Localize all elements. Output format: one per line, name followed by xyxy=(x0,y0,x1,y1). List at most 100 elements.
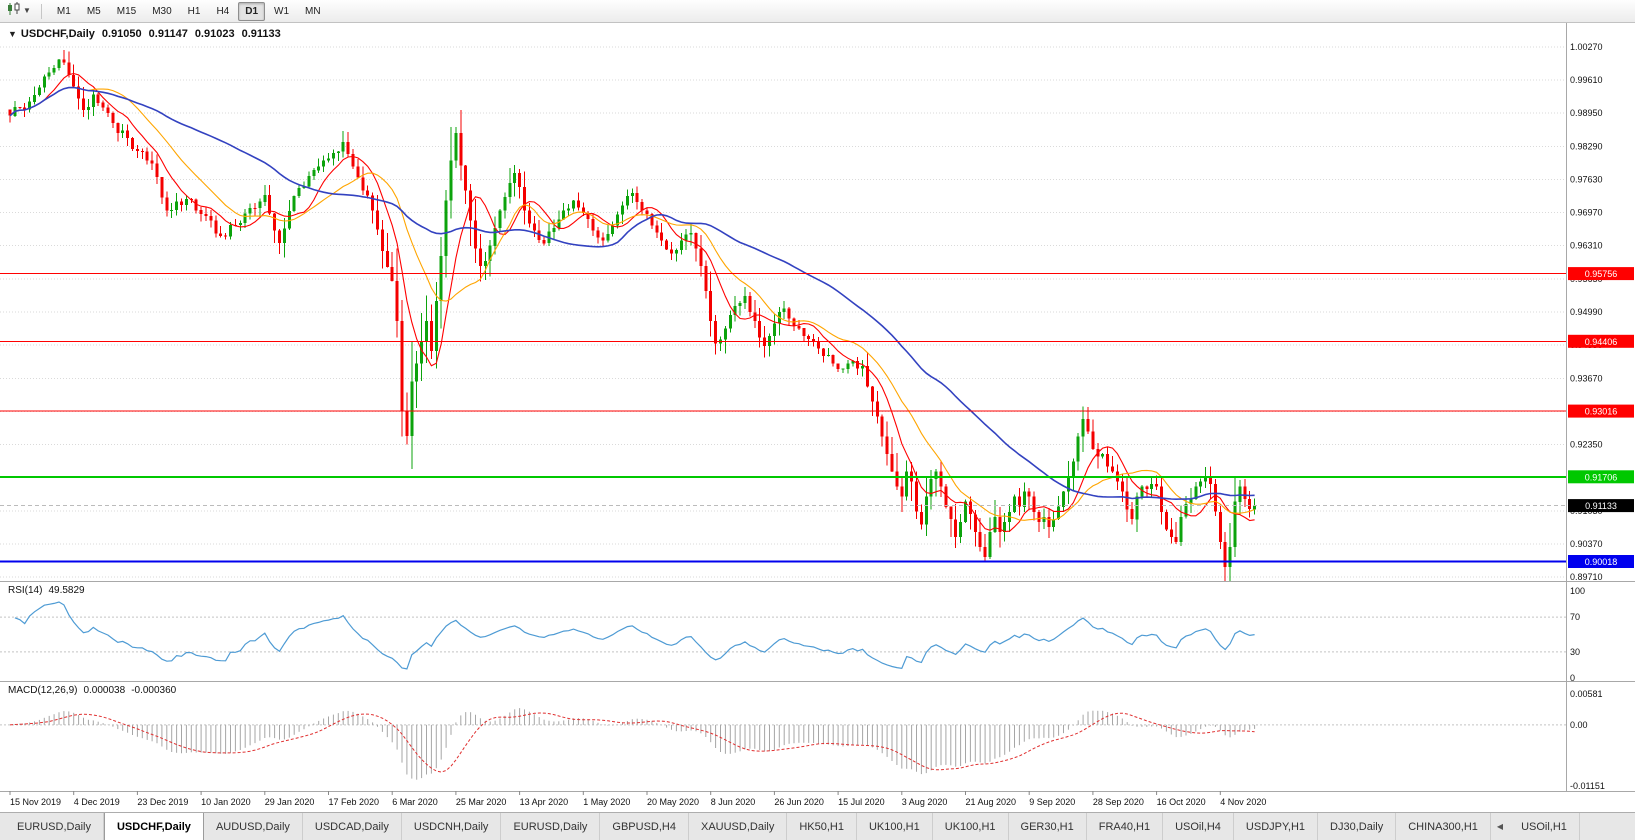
macd-signal-value: -0.000360 xyxy=(131,685,177,696)
timeframe-button-M5[interactable]: M5 xyxy=(86,5,101,17)
chart-tab-USOil-H1[interactable]: USOil,H1 xyxy=(1509,813,1580,840)
svg-text:16 Oct 2020: 16 Oct 2020 xyxy=(1157,797,1206,807)
svg-text:0.93016: 0.93016 xyxy=(1585,407,1618,417)
ohlc-close: 0.91133 xyxy=(241,28,281,40)
chart-tab-EURUSD-Daily[interactable]: EURUSD,Daily xyxy=(5,813,104,840)
svg-text:-0.01151: -0.01151 xyxy=(1570,781,1605,791)
chart-tab-USDJPY-H1[interactable]: USDJPY,H1 xyxy=(1233,813,1319,840)
date-axis: 15 Nov 2019 4 Dec 2019 23 Dec 2019 10 Jan 2… xyxy=(9,791,1266,807)
svg-text:1.00270: 1.00270 xyxy=(1570,42,1603,52)
timeframe-button-M1[interactable]: M1 xyxy=(56,5,71,17)
chevron-down-icon: ▼ xyxy=(23,6,31,15)
svg-text:15 Jul 2020: 15 Jul 2020 xyxy=(838,797,885,807)
svg-text:100: 100 xyxy=(1570,586,1585,596)
svg-text:0.94406: 0.94406 xyxy=(1585,337,1618,347)
svg-text:0.97630: 0.97630 xyxy=(1570,175,1603,185)
timeframe-buttons: M1 M5 M15 M30 H1 H4 D1 W1 MN xyxy=(49,1,329,21)
symbol-menu-icon[interactable]: ▼ xyxy=(8,29,17,39)
svg-text:0: 0 xyxy=(1570,673,1575,683)
moving-average-lines xyxy=(9,73,1255,533)
svg-text:10 Jan 2020: 10 Jan 2020 xyxy=(201,797,251,807)
timeframe-button-D1[interactable]: D1 xyxy=(238,1,266,21)
svg-text:0.91706: 0.91706 xyxy=(1585,472,1618,482)
timeframe-toolbar: ▼ M1 M5 M15 M30 H1 H4 D1 W1 MN xyxy=(0,0,1635,23)
chart-tab-DJ30-Daily[interactable]: DJ30,Daily xyxy=(1318,813,1397,840)
macd-indicator-label: MACD(12,26,9) 0.000038 -0.000360 xyxy=(8,685,176,696)
candlestick-chart-icon xyxy=(6,1,21,21)
tab-scroll-left-button[interactable]: ◀ xyxy=(1496,822,1504,831)
price-chart[interactable]: 1.00270 0.99610 0.98950 0.98290 0.97630 0.969… xyxy=(0,23,1635,812)
timeframe-button-MN[interactable]: MN xyxy=(305,5,321,17)
svg-text:25 Mar 2020: 25 Mar 2020 xyxy=(456,797,507,807)
svg-text:0.89710: 0.89710 xyxy=(1570,572,1603,582)
ohlc-low: 0.91023 xyxy=(194,28,235,40)
chart-tab-AUDUSD-Daily[interactable]: AUDUSD,Daily xyxy=(203,813,303,840)
svg-text:0.90370: 0.90370 xyxy=(1570,539,1603,549)
svg-text:17 Feb 2020: 17 Feb 2020 xyxy=(329,797,380,807)
svg-text:13 Apr 2020: 13 Apr 2020 xyxy=(520,797,569,807)
chart-tab-FRA40-H1[interactable]: FRA40,H1 xyxy=(1086,813,1164,840)
ohlc-high: 0.91147 xyxy=(148,28,188,40)
support-resistance-lines[interactable] xyxy=(0,273,1566,563)
svg-text:0.96310: 0.96310 xyxy=(1570,241,1603,251)
svg-text:8 Jun 2020: 8 Jun 2020 xyxy=(711,797,756,807)
svg-text:3 Aug 2020: 3 Aug 2020 xyxy=(902,797,948,807)
chart-tab-UK100-H1[interactable]: UK100,H1 xyxy=(932,813,1009,840)
macd-name: MACD(12,26,9) xyxy=(8,685,78,696)
svg-text:6 Mar 2020: 6 Mar 2020 xyxy=(392,797,438,807)
svg-text:0.00: 0.00 xyxy=(1570,720,1588,730)
svg-text:0.98950: 0.98950 xyxy=(1570,108,1603,118)
rsi-value: 49.5829 xyxy=(48,585,85,596)
chart-tab-USDCNH-Daily[interactable]: USDCNH,Daily xyxy=(401,813,502,840)
timeframe-button-W1[interactable]: W1 xyxy=(274,5,290,17)
chart-tab-USDCAD-Daily[interactable]: USDCAD,Daily xyxy=(302,813,402,840)
chart-title: ▼ USDCHF,Daily 0.91050 0.91147 0.91023 0.9113… xyxy=(8,28,281,40)
svg-text:0.92350: 0.92350 xyxy=(1570,440,1603,450)
svg-text:0.99610: 0.99610 xyxy=(1570,75,1603,85)
chart-tab-CHINA300-H1[interactable]: CHINA300,H1 xyxy=(1396,813,1491,840)
rsi-indicator-label: RSI(14) 49.5829 xyxy=(8,585,85,596)
svg-text:0.94990: 0.94990 xyxy=(1570,307,1603,317)
svg-text:0.90018: 0.90018 xyxy=(1585,557,1618,567)
chart-tab-XAUUSD-Daily[interactable]: XAUUSD,Daily xyxy=(688,813,788,840)
svg-text:23 Dec 2019: 23 Dec 2019 xyxy=(137,797,188,807)
chart-tab-USDCHF-Daily[interactable]: USDCHF,Daily xyxy=(103,813,204,840)
timeframe-button-H4[interactable]: H4 xyxy=(216,5,230,17)
chart-tab-EURUSD-Daily[interactable]: EURUSD,Daily xyxy=(501,813,601,840)
svg-text:0.93670: 0.93670 xyxy=(1570,373,1603,383)
svg-text:0.98290: 0.98290 xyxy=(1570,141,1603,151)
svg-text:9 Sep 2020: 9 Sep 2020 xyxy=(1029,797,1075,807)
chart-tab-GBPUSD-H4[interactable]: GBPUSD,H4 xyxy=(600,813,689,840)
axes xyxy=(0,23,1635,792)
svg-text:29 Jan 2020: 29 Jan 2020 xyxy=(265,797,315,807)
price-line-labels: 0.95756 0.94406 0.93016 0.91706 0.90018 xyxy=(1568,267,1634,568)
chart-tab-UK100-H1[interactable]: UK100,H1 xyxy=(856,813,933,840)
chart-tab-GER30-H1[interactable]: GER30,H1 xyxy=(1008,813,1087,840)
timeframe-button-H1[interactable]: H1 xyxy=(187,5,201,17)
rsi-panel xyxy=(0,601,1566,670)
svg-text:1 May 2020: 1 May 2020 xyxy=(583,797,630,807)
svg-text:30: 30 xyxy=(1570,647,1580,657)
timeframe-button-M15[interactable]: M15 xyxy=(116,5,137,17)
svg-text:0.00581: 0.00581 xyxy=(1570,689,1603,699)
svg-text:20 May 2020: 20 May 2020 xyxy=(647,797,699,807)
svg-text:4 Dec 2019: 4 Dec 2019 xyxy=(74,797,120,807)
svg-text:26 Jun 2020: 26 Jun 2020 xyxy=(774,797,824,807)
svg-text:0.91133: 0.91133 xyxy=(1585,501,1617,511)
svg-text:15 Nov 2019: 15 Nov 2019 xyxy=(10,797,61,807)
macd-panel xyxy=(0,708,1566,780)
chart-tab-HK50-H1[interactable]: HK50,H1 xyxy=(787,813,857,840)
svg-text:0.96970: 0.96970 xyxy=(1570,208,1603,218)
rsi-name: RSI(14) xyxy=(8,585,43,596)
toolbar-separator xyxy=(40,3,42,19)
ohlc-open: 0.91050 xyxy=(101,28,142,40)
timeframe-button-M30[interactable]: M30 xyxy=(152,5,172,17)
svg-text:0.95756: 0.95756 xyxy=(1585,269,1618,279)
chart-type-button[interactable]: ▼ xyxy=(6,1,31,21)
svg-text:4 Nov 2020: 4 Nov 2020 xyxy=(1220,797,1266,807)
svg-text:21 Aug 2020: 21 Aug 2020 xyxy=(966,797,1017,807)
current-price-label: 0.91133 xyxy=(1568,499,1634,513)
chart-tab-USOil-H4[interactable]: USOil,H4 xyxy=(1163,813,1234,840)
chart-tab-bar: EURUSD,Daily USDCHF,Daily AUDUSD,Daily USDC… xyxy=(0,812,1635,840)
